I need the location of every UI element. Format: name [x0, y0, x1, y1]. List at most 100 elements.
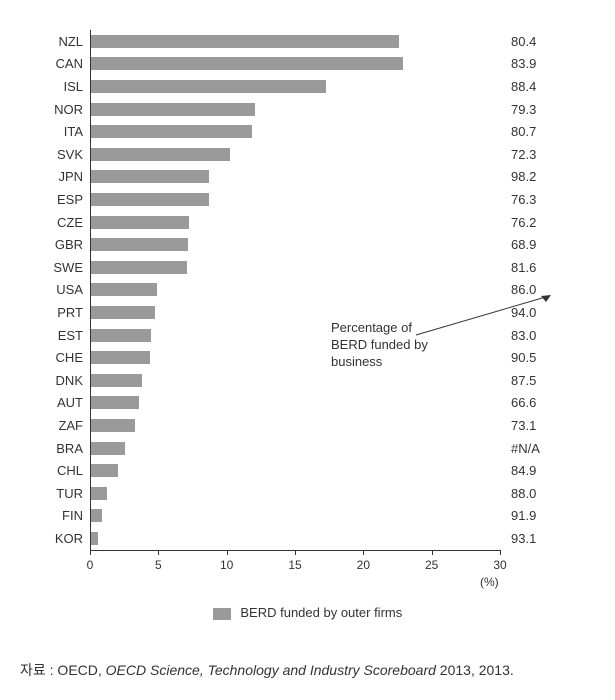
bar [91, 464, 118, 477]
x-tick-label: 25 [425, 558, 438, 572]
bar [91, 419, 135, 432]
right-value-label: 90.5 [511, 350, 536, 365]
bar [91, 193, 209, 206]
bar-row: ZAF73.1 [91, 414, 501, 437]
right-value-label: 88.4 [511, 79, 536, 94]
plot-area: Percentage of BERD funded by business NZ… [90, 30, 501, 551]
y-axis-label: NOR [54, 102, 91, 117]
bar-row: FIN91.9 [91, 505, 501, 528]
bar [91, 103, 255, 116]
x-tick-label: 20 [357, 558, 370, 572]
bar-row: ITA80.7 [91, 120, 501, 143]
right-value-label: 73.1 [511, 418, 536, 433]
y-axis-label: USA [56, 282, 91, 297]
legend-swatch [213, 608, 231, 620]
right-value-label: 83.9 [511, 56, 536, 71]
y-axis-label: EST [58, 328, 91, 343]
bar-row: NOR79.3 [91, 98, 501, 121]
right-value-label: 83.0 [511, 328, 536, 343]
chart-container: Percentage of BERD funded by business NZ… [20, 20, 595, 620]
bar [91, 238, 188, 251]
bar-row: NZL80.4 [91, 30, 501, 53]
x-tick-label: 10 [220, 558, 233, 572]
x-tick [363, 550, 364, 555]
y-axis-label: CHE [56, 350, 91, 365]
bar [91, 532, 98, 545]
bar [91, 125, 252, 138]
y-axis-label: ISL [63, 79, 91, 94]
y-axis-label: DNK [56, 373, 91, 388]
bar [91, 442, 125, 455]
x-tick [432, 550, 433, 555]
bar [91, 396, 139, 409]
bar-row: CHE90.5 [91, 346, 501, 369]
right-value-label: 76.3 [511, 192, 536, 207]
y-axis-label: JPN [58, 169, 91, 184]
bar-row: GBR68.9 [91, 233, 501, 256]
y-axis-label: GBR [55, 237, 91, 252]
y-axis-label: KOR [55, 531, 91, 546]
bar [91, 329, 151, 342]
y-axis-label: SWE [53, 260, 91, 275]
right-value-label: 94.0 [511, 305, 536, 320]
x-tick-label: 0 [87, 558, 94, 572]
x-tick [295, 550, 296, 555]
right-value-label: 80.4 [511, 34, 536, 49]
bar-row: CHL84.9 [91, 459, 501, 482]
bar [91, 261, 187, 274]
x-tick [90, 550, 91, 555]
source-suffix: 2013, 2013. [440, 662, 514, 678]
right-value-label: 68.9 [511, 237, 536, 252]
bar [91, 80, 326, 93]
bar-row: PRT94.0 [91, 301, 501, 324]
right-value-label: 72.3 [511, 147, 536, 162]
bar [91, 374, 142, 387]
legend-label: BERD funded by outer firms [240, 605, 402, 620]
right-value-label: 87.5 [511, 373, 536, 388]
bar-row: TUR88.0 [91, 482, 501, 505]
right-value-label: 80.7 [511, 124, 536, 139]
bar-row: DNK87.5 [91, 369, 501, 392]
source-citation: 자료 : OECD, OECD Science, Technology and … [20, 660, 595, 680]
bar [91, 306, 155, 319]
y-axis-label: SVK [57, 147, 91, 162]
y-axis-label: ZAF [58, 418, 91, 433]
x-tick [227, 550, 228, 555]
x-tick [158, 550, 159, 555]
y-axis-label: ESP [57, 192, 91, 207]
bar-row: SVK72.3 [91, 143, 501, 166]
right-value-label: 86.0 [511, 282, 536, 297]
y-axis-label: CZE [57, 215, 91, 230]
bar-row: EST83.0 [91, 324, 501, 347]
bar-row: JPN98.2 [91, 166, 501, 189]
right-value-label: 81.6 [511, 260, 536, 275]
right-value-label: 91.9 [511, 508, 536, 523]
bar [91, 35, 399, 48]
right-value-label: 98.2 [511, 169, 536, 184]
y-axis-label: NZL [58, 34, 91, 49]
y-axis-label: CHL [57, 463, 91, 478]
bar [91, 57, 403, 70]
bar-row: BRA#N/A [91, 437, 501, 460]
y-axis-label: FIN [62, 508, 91, 523]
bar [91, 148, 230, 161]
right-value-label: 79.3 [511, 102, 536, 117]
x-axis-unit: (%) [480, 575, 499, 589]
right-value-label: 93.1 [511, 531, 536, 546]
bar-row: CAN83.9 [91, 53, 501, 76]
bar [91, 509, 102, 522]
y-axis-label: BRA [56, 441, 91, 456]
y-axis-label: PRT [57, 305, 91, 320]
right-value-label: 88.0 [511, 486, 536, 501]
bar-row: USA86.0 [91, 279, 501, 302]
x-tick [500, 550, 501, 555]
x-tick-label: 30 [493, 558, 506, 572]
right-value-label: 84.9 [511, 463, 536, 478]
bar-row: KOR93.1 [91, 527, 501, 550]
right-value-label: 66.6 [511, 395, 536, 410]
y-axis-label: TUR [56, 486, 91, 501]
source-prefix: 자료 : OECD, [20, 662, 106, 678]
legend: BERD funded by outer firms [20, 605, 595, 620]
y-axis-label: AUT [57, 395, 91, 410]
x-axis: 051015202530 [90, 550, 500, 580]
